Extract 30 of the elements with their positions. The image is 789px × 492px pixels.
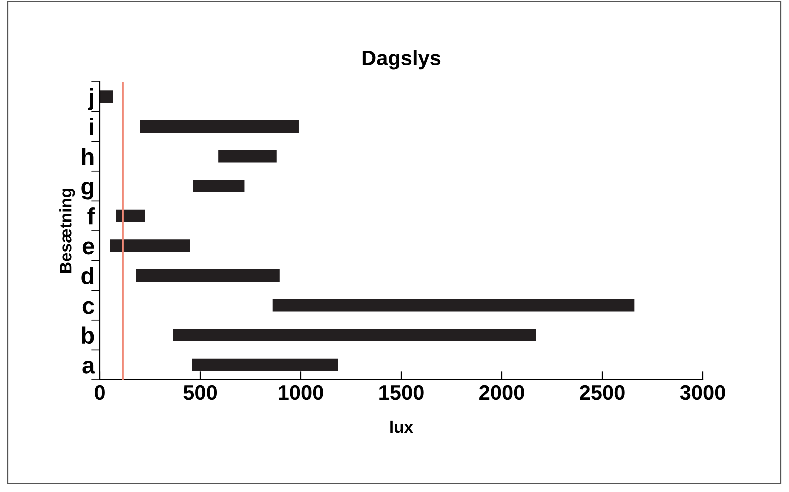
y-tick-label: d [82,267,94,284]
y-tick-label: c [82,301,94,314]
bar [136,269,280,282]
y-tick-label: i [90,118,94,136]
y-tick-label: j [88,88,94,110]
bar [218,150,277,163]
x-tick-label: 2500 [580,385,625,400]
x-tick-label: 500 [184,385,218,400]
y-tick-label: b [82,326,94,344]
y-axis-title: Besætning [60,189,76,273]
y-tick-label: g [82,182,94,200]
x-axis-title: lux [390,420,414,434]
x-tick-label: 2000 [480,385,524,400]
bar [192,358,338,372]
x-tick-label: 0 [95,385,105,400]
y-tick-label: f [88,208,96,225]
bar [140,120,299,133]
y-tick-label: e [82,242,94,255]
bar [100,90,114,104]
x-tick-label: 1500 [380,385,424,400]
bar [110,240,190,252]
y-tick-label: a [82,360,96,374]
y-tick-label: h [82,148,94,166]
bar [272,299,635,312]
chart-title: Dagslys [362,50,441,70]
bar [116,210,146,222]
bar [193,180,245,193]
x-tick-label: 3000 [680,385,726,400]
bar [173,329,536,342]
x-tick-label: 1000 [279,385,324,400]
